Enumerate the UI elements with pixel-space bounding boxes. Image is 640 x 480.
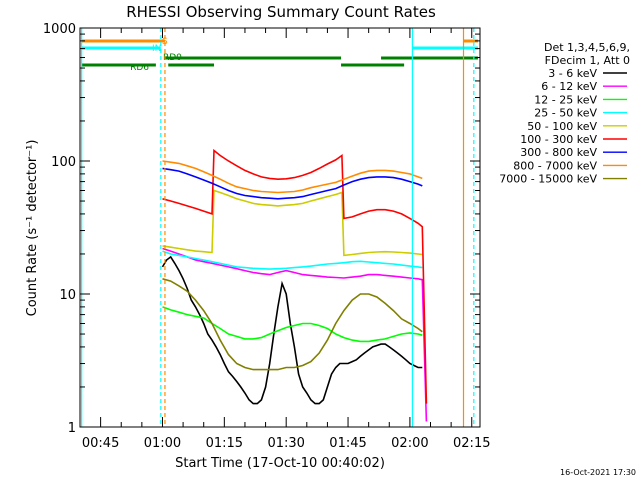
- vertical-markers: [81, 28, 475, 427]
- legend-label: 300 - 800 keV: [520, 146, 597, 159]
- x-tick-label: 01:45: [329, 436, 366, 451]
- x-tick-label: 00:45: [82, 436, 119, 451]
- legend-label: 100 - 300 keV: [520, 133, 597, 146]
- legend-header: FDecim 1, Att 0: [545, 54, 630, 67]
- legend-label: 800 - 7000 keV: [513, 159, 597, 172]
- y-tick-label: 1000: [43, 22, 76, 37]
- y-tick-label: 100: [51, 155, 76, 170]
- legend: Det 1,3,4,5,6,9,FDecim 1, Att 03 - 6 keV…: [499, 41, 630, 186]
- plot-frame: [79, 27, 481, 428]
- legend-header: Det 1,3,4,5,6,9,: [544, 41, 630, 54]
- series-lines: [161, 148, 428, 422]
- legend-label: 50 - 100 keV: [527, 120, 597, 133]
- y-axis-label: Count Rate (s⁻¹ detector⁻¹): [25, 140, 40, 317]
- legend-label: 7000 - 15000 keV: [499, 173, 597, 186]
- x-tick-label: 02:00: [391, 436, 428, 451]
- legend-label: 6 - 12 keV: [541, 80, 597, 93]
- legend-label: 3 - 6 keV: [548, 67, 597, 80]
- y-tick-label: 1: [68, 421, 76, 436]
- flag-bars: SINRD0RD6: [81, 37, 478, 73]
- series-line: [162, 167, 423, 200]
- series-line: [162, 306, 423, 343]
- series-line: [161, 255, 423, 405]
- x-tick-label: 01:15: [206, 436, 243, 451]
- series-line: [162, 148, 428, 404]
- footer-date: 16-Oct-2021 17:30: [560, 468, 636, 477]
- x-axis: 00:45 01:00 01:15 01:30 01:45 02:00 02:15: [82, 28, 490, 451]
- y-tick-label: 10: [59, 288, 76, 303]
- flag-label-rd0: RD0: [163, 53, 182, 63]
- series-line: [162, 250, 423, 270]
- x-tick-label: 01:30: [267, 436, 304, 451]
- chart-title: RHESSI Observing Summary Count Rates: [126, 3, 436, 21]
- series-line: [162, 247, 428, 422]
- x-tick-label: 01:00: [144, 436, 181, 451]
- y-axis: 1 10 100 1000: [43, 22, 480, 436]
- series-line: [162, 160, 423, 194]
- series-line: [162, 278, 423, 371]
- legend-label: 12 - 25 keV: [534, 93, 597, 106]
- series-line: [162, 189, 423, 257]
- x-tick-label: 02:15: [453, 436, 490, 451]
- flag-label-in: IN: [152, 44, 161, 54]
- x-axis-label: Start Time (17-Oct-10 00:40:02): [175, 456, 385, 471]
- legend-label: 25 - 50 keV: [534, 107, 597, 120]
- flag-label-rd6: RD6: [130, 63, 149, 73]
